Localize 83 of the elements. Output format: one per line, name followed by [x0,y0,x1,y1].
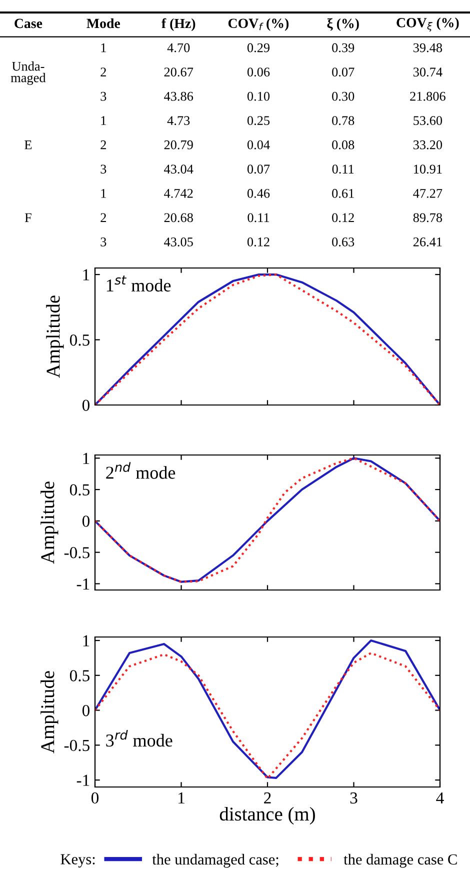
text: 20.68 [164,213,193,222]
y-tick-label: -0.5 [64,547,90,558]
text: 0.06 [247,68,270,77]
y-tick-label: 1 [83,269,90,280]
text: 1 [101,43,106,52]
y-tick-label: 0.5 [70,334,90,346]
y-tick-label: -0.5 [64,740,90,752]
x-tick-label: 3 [350,792,358,804]
text: 53.60 [414,116,442,126]
category-label: Mode [86,18,120,28]
text: 0.08 [332,140,354,150]
y-tick-label: -1 [76,578,90,590]
text: 4.742 [164,188,193,198]
legend-label: the undamaged case; [152,854,278,868]
text: 1 [101,189,106,198]
text: 20.67 [164,68,194,77]
text: 0.63 [332,237,354,246]
y-tick-label: 0.5 [70,670,90,682]
text: 0.61 [332,188,354,198]
text: 0.30 [332,92,354,101]
text: 3 [100,92,106,101]
text: 0.12 [247,237,270,246]
text: 0.46 [247,188,270,198]
text: 1 [101,116,106,125]
text: 3 [100,164,106,174]
text: 89.78 [413,213,442,222]
line-series [95,457,440,583]
category-label: COV$_{ξ}$ (%) [396,18,459,32]
y-tick-label: 0 [82,704,90,716]
text: 10.91 [414,164,442,174]
x-tick-label: 4 [436,792,444,804]
text: 47.27 [413,188,442,198]
text: 0.07 [247,164,270,174]
text: 0.11 [332,164,354,174]
text: 39.48 [413,43,442,52]
text: 0.10 [247,92,270,101]
text: 21.806 [410,92,446,101]
text: E [24,140,32,150]
annotation: 2$^{nd}$ mode [106,462,176,479]
category-label: f (Hz) [162,18,196,32]
annotation: 3$^{rd}$ mode [106,730,172,747]
text: 0.11 [248,213,270,222]
text: 2 [100,68,106,76]
text: 3 [100,238,106,246]
text: 43.05 [164,237,193,246]
text: 0.39 [332,43,354,52]
y-tick-label: 0.5 [70,484,90,496]
text: 43.86 [164,92,194,101]
legend-title: Keys: [60,854,95,868]
text: 26.41 [413,238,442,246]
text: 4.73 [167,116,190,126]
text: 0.12 [332,213,354,222]
text: 33.20 [413,140,442,150]
y-tick-label: 1 [83,635,90,646]
y-tick-label: -1 [76,774,90,786]
text: 0.25 [247,116,270,126]
x-tick-label: 1 [178,792,184,804]
category-label: Case [14,18,42,28]
text: 0.78 [332,116,354,126]
y-tick-label: 0 [82,516,90,527]
y-tick-label: 0 [82,400,90,411]
y-axis-title: Amplitude [46,296,64,378]
text: 2 [100,140,106,150]
text: 2 [100,213,106,222]
text: 20.79 [164,140,193,150]
y-tick-label: 1 [83,452,90,464]
y-axis-title: Amplitude [40,482,58,564]
text: 30.74 [413,68,442,77]
text: 43.04 [164,164,194,174]
category-label: ξ (%) [327,18,359,31]
x-axis-title: distance (m) [220,806,315,825]
legend-label: the damage case C [344,854,457,868]
x-tick-label: 0 [91,792,99,804]
text: 0.07 [332,68,354,77]
category-label: COV$_{f}$ (%) [228,18,289,31]
text: Unda- maged [10,61,46,85]
annotation: 1$^{st}$ mode [106,276,171,292]
x-tick-label: 2 [264,792,271,804]
text: 0.04 [247,140,270,150]
text: 4.70 [167,43,190,52]
y-axis-title: Amplitude [40,671,58,754]
text: F [24,213,32,222]
text: 0.29 [247,43,270,52]
